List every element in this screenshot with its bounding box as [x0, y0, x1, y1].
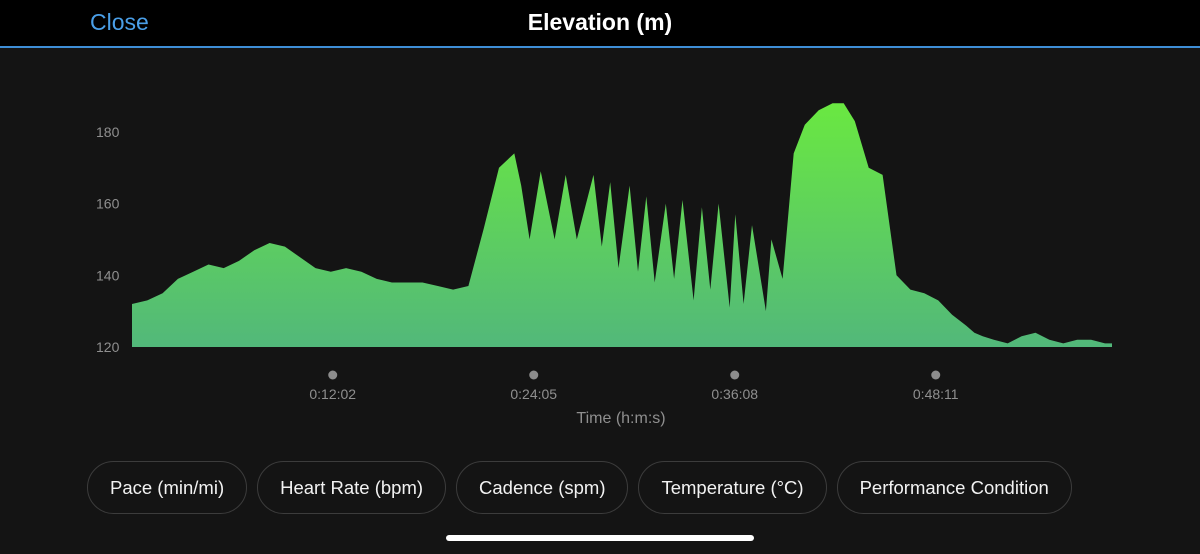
x-tick-dot — [529, 370, 539, 380]
x-axis-title: Time (h:m:s) — [576, 410, 665, 427]
tab-temperature[interactable]: Temperature (°C) — [638, 461, 827, 514]
tab-pace[interactable]: Pace (min/mi) — [87, 461, 248, 514]
metric-selector: Pace (min/mi) Heart Rate (bpm) Cadence (sp… — [87, 461, 1135, 515]
tab-heart-rate[interactable]: Heart Rate (bpm) — [257, 461, 447, 514]
elevation-chart: 120 140 160 180 0:12:02 0:24:05 0:36:08 0:48:1… — [96, 103, 1112, 427]
top-bar: Close Elevation (m) — [0, 0, 1200, 46]
x-tick-dot — [730, 370, 740, 380]
y-tick-label: 160 — [96, 196, 120, 212]
header-divider — [0, 46, 1200, 48]
tab-cadence[interactable]: Cadence (spm) — [456, 461, 629, 514]
close-button[interactable]: Close — [90, 9, 149, 35]
y-tick-label: 180 — [96, 124, 120, 140]
x-tick-label: 0:36:08 — [711, 386, 758, 402]
x-tick-label: 0:12:02 — [309, 386, 356, 402]
tab-performance-condition[interactable]: Performance Condition — [836, 461, 1072, 514]
y-tick-label: 120 — [96, 339, 120, 355]
x-tick-dot — [328, 370, 338, 380]
y-tick-label: 140 — [96, 267, 120, 283]
x-tick-label: 0:48:11 — [913, 386, 959, 402]
home-indicator[interactable] — [446, 535, 754, 541]
x-tick-dot — [931, 370, 941, 380]
elevation-area-series — [132, 103, 1112, 347]
x-tick-label: 0:24:05 — [510, 386, 557, 402]
page-title: Elevation (m) — [527, 9, 673, 35]
